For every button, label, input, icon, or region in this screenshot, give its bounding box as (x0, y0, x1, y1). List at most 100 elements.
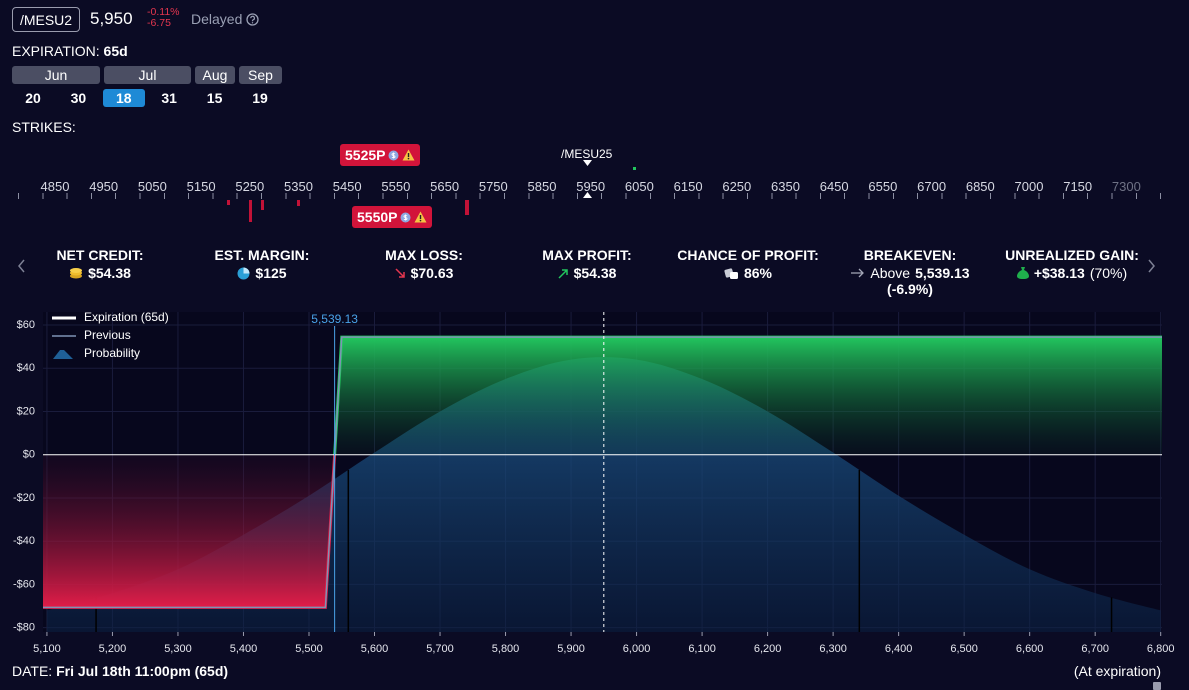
day-button[interactable]: 30 (70, 90, 87, 106)
day-button[interactable]: 19 (252, 90, 268, 106)
stat-value: $125 (255, 265, 287, 281)
stat-value-row: 86% (663, 265, 833, 281)
stat-icon (724, 267, 739, 280)
legend-swatch (53, 350, 73, 359)
date-label: DATE: (12, 663, 53, 679)
stat-value-row: $54.38 (502, 265, 672, 281)
day-button[interactable]: 15 (206, 90, 223, 106)
stat-label: UNREALIZED GAIN: (1005, 247, 1139, 263)
stat-icon (395, 267, 406, 279)
stat-sub: (-6.9%) (887, 281, 933, 297)
x-tick-label: 6,700 (1081, 643, 1109, 655)
x-tick-label: 6,200 (754, 643, 782, 655)
strike-label: 7300 (1111, 179, 1141, 194)
price: 5,950 (90, 9, 133, 28)
y-tick-label: $20 (17, 405, 35, 417)
symbol-box[interactable]: /MESU2 (12, 7, 80, 32)
stat-value-row: $125 (177, 265, 347, 281)
x-tick-label: 6,600 (1016, 643, 1044, 655)
strike-label: 4950 (89, 179, 119, 194)
y-tick-label: -$80 (13, 622, 35, 634)
strike-label: 6050 (624, 179, 654, 194)
series-line (43, 336, 1162, 609)
x-tick-label: 6,800 (1147, 643, 1175, 655)
x-tick-label: 5,700 (426, 643, 454, 655)
stat: NET CREDIT: $54.38 (15, 247, 185, 281)
x-tick-label: 5,900 (557, 643, 585, 655)
stat: MAX PROFIT: $54.38 (502, 247, 672, 281)
strike-label: 5850 (527, 179, 557, 194)
x-tick-label: 5,200 (99, 643, 127, 655)
stat-value-row: $70.63 (339, 265, 509, 281)
stat-value-row: $54.38 (15, 265, 185, 281)
prev-arrow[interactable] (18, 259, 26, 273)
stat: EST. MARGIN: $125 (177, 247, 347, 281)
strike-label: 7000 (1014, 179, 1044, 194)
help-icon[interactable] (246, 13, 259, 26)
stat-value: $54.38 (573, 265, 617, 281)
date: Fri Jul 18th 11:00pm (65d) (56, 663, 229, 679)
strike-label: 5650 (430, 179, 460, 194)
leg-badge[interactable]: 5525P (340, 144, 421, 166)
month-button[interactable]: Sep (239, 66, 282, 84)
leg-label: 5550P (357, 209, 398, 225)
y-tick-label: $40 (17, 362, 35, 374)
next-arrow[interactable] (1147, 259, 1155, 273)
y-tick-label: $60 (17, 319, 35, 331)
x-tick-label: 6,000 (623, 643, 651, 655)
marker-down (583, 160, 592, 166)
underlying-marker: /MESU25 (561, 147, 613, 161)
leg-label: 5525P (345, 147, 386, 163)
x-tick-label: 6,100 (688, 643, 716, 655)
stat: UNREALIZED GAIN: +$38.13 (70%) (987, 247, 1157, 281)
change-pct: -0.11% (147, 6, 180, 18)
y-tick-label: -$20 (13, 492, 35, 504)
strike-label: 6850 (965, 179, 995, 194)
footer-note: (At expiration) (1073, 663, 1161, 679)
y-tick-label: -$40 (13, 535, 35, 547)
stat-label: MAX PROFIT: (542, 247, 632, 263)
strike-label: 6250 (722, 179, 752, 194)
strike-label: 6350 (771, 179, 800, 194)
stat-value-row: +$38.13 (70%) (987, 265, 1157, 281)
strike-label: 6450 (819, 179, 849, 194)
stat-sub: (70%) (1089, 265, 1128, 281)
scroll-handle[interactable] (1153, 682, 1161, 690)
stat-label: NET CREDIT: (56, 247, 144, 263)
x-tick-label: 5,500 (295, 643, 323, 655)
month-button[interactable]: Jul (104, 66, 191, 84)
footer-date: DATE: Fri Jul 18th 11:00pm (65d) (12, 663, 228, 679)
strike-label: 5450 (332, 179, 362, 194)
breakeven-label: 5,539.13 (311, 312, 358, 326)
strikes-label: STRIKES: (12, 119, 76, 135)
warning-icon (414, 211, 427, 223)
legend-label: Expiration (65d) (84, 310, 169, 324)
dollar-icon (388, 150, 399, 160)
day-button[interactable]: 31 (161, 90, 177, 106)
leg-badge[interactable]: 5550P (352, 206, 433, 228)
strike-label: 5150 (186, 179, 216, 194)
day-button[interactable]: 18 (102, 89, 145, 107)
strike-label: 5550 (381, 179, 411, 194)
stat-icon (558, 268, 569, 279)
x-tick-label: 5,300 (164, 643, 192, 655)
volume-bar (249, 200, 252, 222)
stat-value: 5,539.13 (915, 265, 970, 281)
strike-label: 5250 (235, 179, 265, 194)
stat-icon (237, 267, 250, 280)
stat-prefix: Above (870, 265, 911, 281)
x-tick-label: 5,600 (361, 643, 389, 655)
stat-label: EST. MARGIN: (214, 247, 310, 263)
month-button[interactable]: Aug (195, 66, 235, 84)
strike-label: 5750 (478, 179, 508, 194)
stat-label: MAX LOSS: (385, 247, 463, 263)
volume-bar (465, 200, 469, 215)
day-button[interactable]: 20 (25, 90, 41, 106)
expiration-label: EXPIRATION: (12, 43, 100, 59)
status: Delayed (191, 11, 259, 27)
profit-area (334, 337, 1162, 455)
warning-icon (402, 149, 415, 161)
strike-label: 7150 (1063, 179, 1093, 194)
month-button[interactable]: Jun (12, 66, 100, 84)
